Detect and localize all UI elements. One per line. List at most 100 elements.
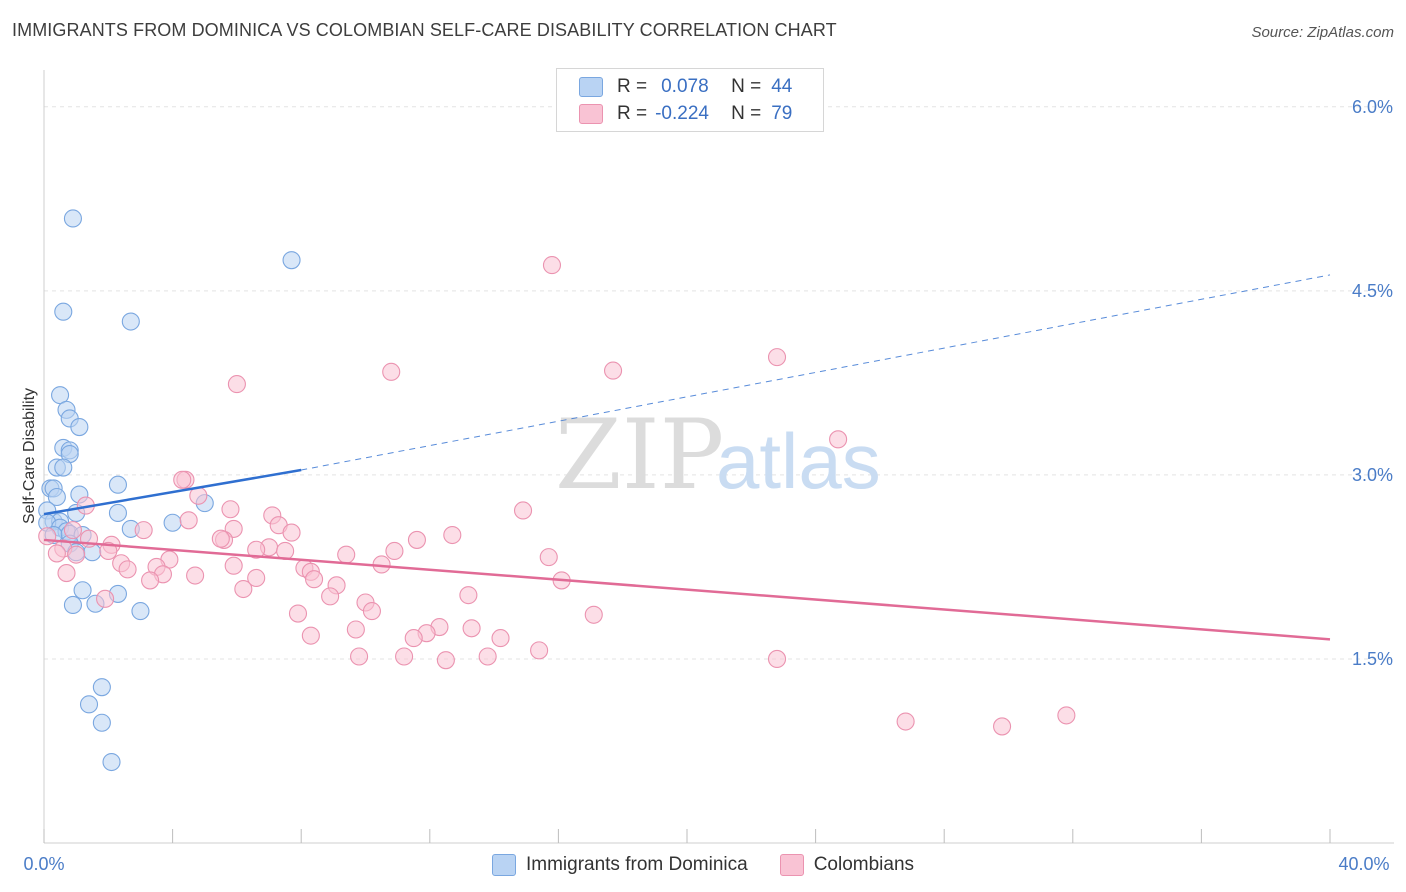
point-colombians [896, 712, 915, 731]
point-dominica [92, 713, 111, 732]
point-colombians [134, 521, 153, 540]
point-dominica [63, 595, 82, 615]
point-dominica [73, 581, 92, 600]
trend-extension-dominica [301, 274, 1331, 471]
point-dominica [163, 513, 182, 532]
trend-line-dominica [43, 468, 302, 516]
point-colombians [321, 587, 340, 606]
legend-r-value: 0.078 [661, 76, 709, 97]
x-tick-label-max: 40.0% [1338, 854, 1389, 874]
legend-row-dominica: R = 0.078 N = 44 [579, 74, 792, 100]
y-axis-label: Self-Care Disability [21, 388, 38, 524]
gridlines [44, 106, 1394, 660]
point-colombians [247, 568, 266, 588]
point-colombians [118, 560, 137, 579]
point-colombians [63, 521, 82, 540]
point-dominica [70, 418, 89, 437]
point-colombians [301, 626, 320, 645]
point-colombians [221, 500, 240, 519]
legend-swatch-dominica [491, 854, 516, 876]
point-colombians [385, 541, 404, 561]
watermark-atlas: atlas [716, 417, 881, 505]
point-colombians [57, 564, 76, 583]
point-colombians [584, 605, 603, 624]
point-colombians [767, 649, 787, 669]
legend-swatch-colombians [579, 104, 603, 124]
legend-r-label: R = [617, 76, 648, 97]
chart-title: IMMIGRANTS FROM DOMINICA VS COLOMBIAN SE… [12, 20, 837, 40]
point-dominica [108, 475, 127, 494]
point-colombians [993, 717, 1012, 736]
point-dominica [47, 487, 66, 507]
point-dominica [131, 602, 150, 621]
watermark-zip: ZIP [555, 399, 724, 511]
point-dominica [79, 695, 99, 714]
point-colombians [829, 430, 848, 449]
point-dominica [54, 302, 73, 321]
point-colombians [459, 586, 478, 605]
trend-lines [43, 274, 1331, 641]
point-colombians [186, 566, 205, 585]
legend-r-label: R = [617, 103, 648, 124]
axes [43, 70, 1394, 844]
point-colombians [211, 529, 230, 548]
legend-n-label: N = [731, 103, 762, 124]
point-colombians [47, 544, 66, 563]
legend-label-dominica: Immigrants from Dominica [525, 854, 748, 875]
point-colombians [282, 523, 301, 542]
trend-line-colombians [43, 538, 1331, 641]
point-colombians [346, 620, 365, 639]
legend-label-colombians: Colombians [813, 854, 915, 875]
point-colombians [179, 511, 198, 530]
point-colombians [337, 545, 356, 564]
series-legend: Immigrants from Dominica Colombians [0, 852, 1406, 878]
point-colombians [530, 641, 549, 660]
point-colombians [350, 647, 369, 666]
point-colombians [382, 362, 401, 381]
y-tick-label: 1.5% [1352, 649, 1393, 669]
point-colombians [767, 348, 787, 367]
point-colombians [404, 629, 423, 648]
point-colombians [395, 647, 414, 666]
point-dominica [102, 752, 121, 772]
point-colombians [173, 470, 192, 489]
legend-n-value: 79 [771, 103, 793, 124]
point-colombians [247, 540, 266, 559]
point-colombians [539, 548, 558, 567]
legend-n-label: N = [731, 76, 762, 97]
point-colombians [542, 256, 562, 275]
point-colombians [141, 571, 160, 590]
point-colombians [99, 541, 118, 561]
point-colombians [436, 651, 455, 670]
legend-item-dominica[interactable]: Immigrants from Dominica [491, 854, 748, 876]
point-colombians [362, 602, 381, 621]
point-colombians [67, 545, 86, 564]
point-colombians [305, 570, 324, 589]
x-tick-label-min: 0.0% [23, 854, 64, 874]
point-dominica [282, 251, 301, 270]
point-colombians [96, 589, 115, 608]
point-dominica [63, 209, 82, 228]
legend-item-colombians[interactable]: Colombians [779, 854, 915, 876]
point-colombians [462, 619, 481, 638]
point-colombians [478, 647, 497, 666]
y-tick-label: 4.5% [1352, 281, 1393, 301]
source-credit: Source: ZipAtlas.com [1251, 24, 1394, 41]
point-colombians [513, 501, 533, 520]
y-tick-label: 6.0% [1352, 97, 1393, 117]
point-dominica [92, 678, 111, 697]
point-colombians [224, 556, 243, 575]
legend-r-value: -0.224 [655, 103, 709, 124]
point-colombians [407, 530, 426, 549]
point-colombians [234, 579, 253, 599]
axis-labels: 1.5% 3.0% 4.5% 6.0% 0.0% 40.0% Self-Care Disab… [21, 97, 1393, 874]
legend-row-colombians: R = -0.224 N = 79 [579, 101, 792, 127]
legend-swatch-colombians [779, 854, 804, 876]
y-tick-label: 3.0% [1352, 465, 1393, 485]
correlation-legend: R = 0.078 N = 44 R = -0.224 N = 79 [556, 68, 824, 132]
point-colombians [491, 629, 510, 648]
point-dominica [121, 312, 140, 331]
point-colombians [227, 375, 246, 394]
point-colombians [443, 525, 462, 545]
point-colombians [38, 527, 57, 546]
